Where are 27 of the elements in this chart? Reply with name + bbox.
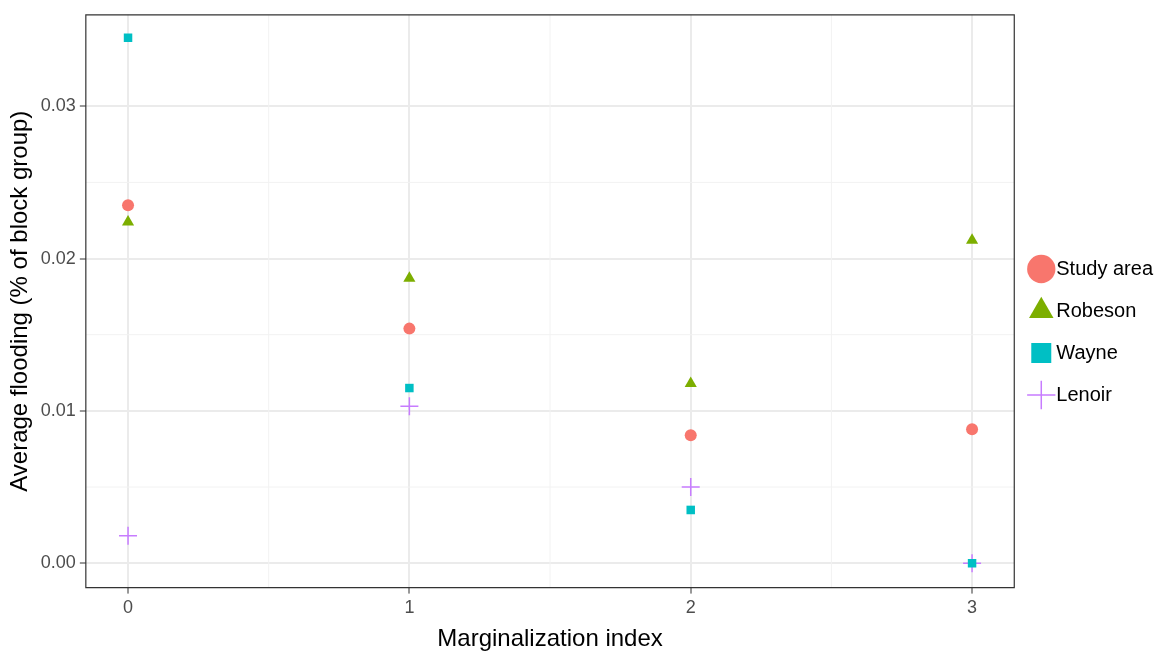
point <box>966 233 979 244</box>
point <box>399 396 420 417</box>
y-tick-label: 0.00 <box>40 552 76 573</box>
x-axis-title: Marginalization index <box>437 624 663 652</box>
point <box>684 376 697 387</box>
point <box>966 423 979 436</box>
x-tick-label: 1 <box>404 597 415 618</box>
x-tick-label: 2 <box>685 597 696 618</box>
point <box>680 477 701 497</box>
x-tick-label: 3 <box>967 597 978 618</box>
point <box>122 199 135 212</box>
point <box>403 271 416 282</box>
point <box>403 322 416 335</box>
y-tick-label: 0.02 <box>40 247 76 268</box>
point <box>684 429 697 442</box>
point <box>123 33 133 42</box>
y-tick-label: 0.03 <box>40 95 76 116</box>
legend-label: Wayne <box>1056 340 1118 363</box>
y-axis-title: Average flooding (% of block group) <box>5 110 33 492</box>
legend-label: Robeson <box>1056 298 1137 321</box>
x-tick-label: 0 <box>123 597 134 618</box>
point <box>118 526 138 546</box>
legend-label: Lenoir <box>1056 382 1113 405</box>
point <box>405 383 414 393</box>
y-tick-label: 0.01 <box>40 399 76 420</box>
point <box>686 505 695 515</box>
legend-label: Study area <box>1056 256 1154 279</box>
